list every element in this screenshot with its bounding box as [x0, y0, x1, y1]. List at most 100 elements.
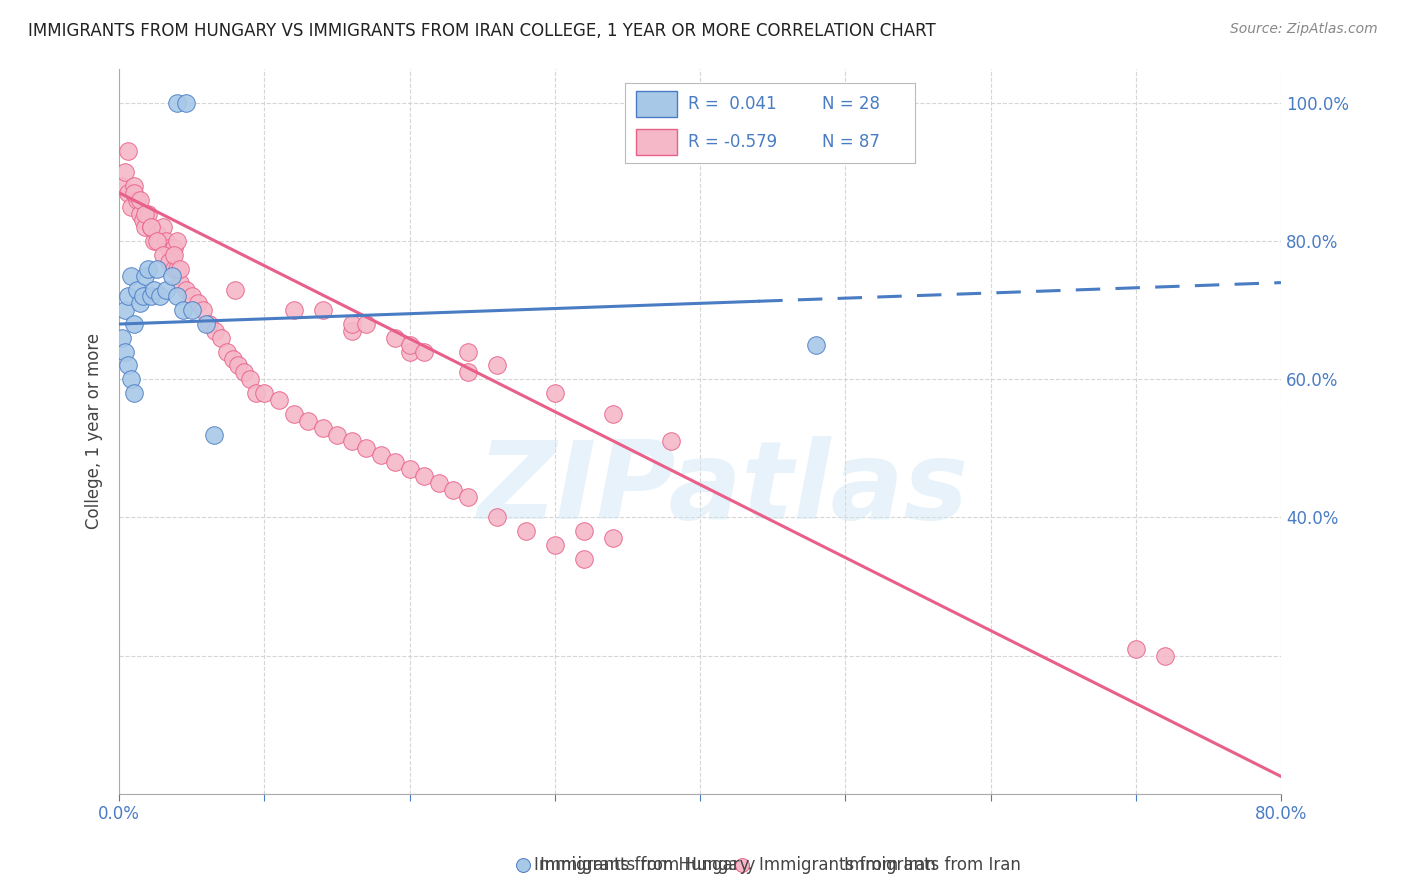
Point — [131, 289, 153, 303]
Point — [340, 324, 363, 338]
Point — [245, 386, 267, 401]
Point — [166, 261, 188, 276]
Point — [122, 178, 145, 193]
Point — [413, 344, 436, 359]
Point — [572, 552, 595, 566]
Point — [114, 165, 136, 179]
Point — [187, 296, 209, 310]
Point — [125, 283, 148, 297]
Point — [180, 303, 202, 318]
Point — [163, 248, 186, 262]
Point — [141, 220, 163, 235]
Point — [384, 455, 406, 469]
Point — [136, 261, 159, 276]
Point — [117, 186, 139, 200]
Point — [111, 178, 134, 193]
Point — [239, 372, 262, 386]
Point — [602, 407, 624, 421]
Point — [157, 241, 180, 255]
Point — [1153, 648, 1175, 663]
Text: Immigrants from Iran: Immigrants from Iran — [844, 856, 1021, 874]
Point — [457, 490, 479, 504]
Point — [117, 359, 139, 373]
Point — [136, 206, 159, 220]
Point — [340, 317, 363, 331]
Point — [149, 234, 172, 248]
Point — [122, 186, 145, 200]
Point — [114, 344, 136, 359]
Point — [125, 193, 148, 207]
Point — [120, 372, 142, 386]
Point — [122, 317, 145, 331]
Point — [602, 531, 624, 545]
Point — [166, 96, 188, 111]
Point — [1125, 641, 1147, 656]
Text: Immigrants from Iran: Immigrants from Iran — [759, 856, 936, 874]
Point — [166, 234, 188, 248]
Point — [311, 420, 333, 434]
Point — [146, 234, 169, 248]
Point — [731, 858, 754, 872]
Point — [204, 324, 226, 338]
Point — [160, 248, 183, 262]
Point — [398, 338, 420, 352]
Point — [141, 289, 163, 303]
Y-axis label: College, 1 year or more: College, 1 year or more — [86, 333, 103, 529]
Point — [160, 268, 183, 283]
Point — [134, 220, 156, 235]
Point — [111, 331, 134, 345]
Point — [114, 303, 136, 318]
Text: Immigrants from Hungary: Immigrants from Hungary — [540, 856, 755, 874]
Point — [233, 365, 256, 379]
Point — [283, 407, 305, 421]
Text: ZIPatlas: ZIPatlas — [478, 436, 969, 542]
Point — [224, 283, 246, 297]
Point — [512, 858, 534, 872]
Text: IMMIGRANTS FROM HUNGARY VS IMMIGRANTS FROM IRAN COLLEGE, 1 YEAR OR MORE CORRELAT: IMMIGRANTS FROM HUNGARY VS IMMIGRANTS FR… — [28, 22, 936, 40]
Point — [485, 510, 508, 524]
Point — [120, 200, 142, 214]
Point — [267, 392, 290, 407]
Point — [155, 234, 177, 248]
Point — [354, 442, 377, 456]
Point — [152, 248, 174, 262]
Point — [354, 317, 377, 331]
Point — [163, 241, 186, 255]
Point — [340, 434, 363, 449]
Point — [326, 427, 349, 442]
Point — [544, 538, 567, 552]
Point — [215, 344, 238, 359]
Point — [413, 469, 436, 483]
Point — [163, 261, 186, 276]
Point — [180, 289, 202, 303]
Point — [174, 283, 197, 297]
Point — [117, 145, 139, 159]
Point — [209, 331, 232, 345]
Point — [117, 289, 139, 303]
Point — [172, 303, 194, 318]
Point — [297, 414, 319, 428]
Text: Immigrants from Hungary: Immigrants from Hungary — [534, 856, 749, 874]
Point — [128, 206, 150, 220]
Point — [228, 359, 250, 373]
Text: Source: ZipAtlas.com: Source: ZipAtlas.com — [1230, 22, 1378, 37]
Point — [193, 303, 215, 318]
Point — [221, 351, 243, 366]
Point — [659, 434, 682, 449]
Point — [128, 296, 150, 310]
Point — [141, 220, 163, 235]
Point — [169, 276, 191, 290]
Point — [146, 261, 169, 276]
Point — [457, 344, 479, 359]
Point — [398, 344, 420, 359]
Point — [149, 289, 172, 303]
Point — [146, 227, 169, 242]
Point — [253, 386, 276, 401]
Point — [384, 331, 406, 345]
Point — [441, 483, 464, 497]
Point — [515, 524, 537, 539]
Point — [120, 268, 142, 283]
Point — [283, 303, 305, 318]
Point — [174, 96, 197, 111]
Point — [544, 386, 567, 401]
